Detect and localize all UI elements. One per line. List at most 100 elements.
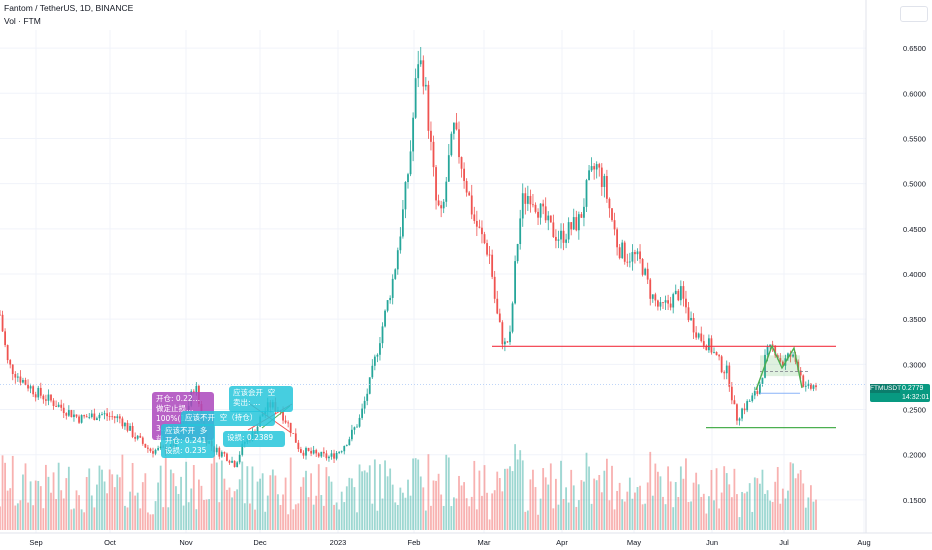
volume-bar xyxy=(521,460,524,530)
volume-bar xyxy=(243,503,246,530)
volume-bar xyxy=(159,465,162,530)
candle-body xyxy=(192,391,195,393)
candle-body xyxy=(24,379,27,385)
candle-body xyxy=(713,352,715,353)
chart-settings-button[interactable] xyxy=(900,6,928,22)
y-tick-label: 0.4000 xyxy=(903,270,926,279)
volume-bar xyxy=(593,478,596,530)
candle-body xyxy=(618,247,621,259)
volume-bar xyxy=(322,505,325,530)
candle-body xyxy=(590,166,593,171)
candle-body xyxy=(445,181,448,202)
candle-body xyxy=(396,250,399,270)
y-tick-label: 0.5500 xyxy=(903,134,926,143)
candle-body xyxy=(628,261,631,263)
volume-bar xyxy=(126,507,129,530)
volume-bar xyxy=(305,470,307,530)
candle-body xyxy=(613,220,616,230)
volume-bar xyxy=(149,514,152,530)
candle-body xyxy=(78,416,80,423)
volume-bar xyxy=(815,499,817,530)
volume-bar xyxy=(45,464,47,530)
volume-bar xyxy=(368,465,371,530)
candle-body xyxy=(501,322,504,345)
volume-bar xyxy=(60,490,63,530)
annotation-note: 应该不开 空（持仓） xyxy=(181,411,275,426)
volume-bar xyxy=(488,519,491,530)
candle-body xyxy=(774,345,777,356)
symbol-legend[interactable]: Fantom / TetherUS, 1D, BINANCE xyxy=(4,3,134,13)
volume-bar xyxy=(769,500,771,530)
candle-body xyxy=(519,218,522,245)
candle-body xyxy=(738,418,741,421)
candle-body xyxy=(67,410,70,416)
candle-body xyxy=(753,391,756,396)
candle-body xyxy=(335,452,338,459)
candle-body xyxy=(300,449,302,453)
volume-bar xyxy=(203,499,205,530)
volume-bar xyxy=(600,492,603,530)
candle-body xyxy=(514,261,516,304)
candle-body xyxy=(14,374,17,378)
volume-bar xyxy=(409,495,412,530)
volume-legend[interactable]: Vol · FTM xyxy=(4,16,41,26)
candle-body xyxy=(131,425,134,437)
volume-bar xyxy=(11,455,14,530)
volume-bar xyxy=(34,480,37,530)
volume-bar xyxy=(741,491,743,530)
candle-body xyxy=(468,192,471,196)
y-tick-label: 0.2500 xyxy=(903,406,926,415)
candle-body xyxy=(141,437,144,444)
candle-body xyxy=(506,341,509,343)
volume-bar xyxy=(366,472,369,530)
candle-body xyxy=(657,300,659,307)
candle-body xyxy=(4,331,6,346)
candle-body xyxy=(330,453,333,457)
volume-bar xyxy=(649,451,652,530)
volume-bar xyxy=(187,502,190,530)
volume-bar xyxy=(628,477,631,530)
candle-body xyxy=(414,78,417,118)
candle-body xyxy=(226,453,228,461)
volume-bar xyxy=(70,509,73,530)
candle-body xyxy=(511,303,514,332)
volume-bar xyxy=(759,483,761,530)
candle-body xyxy=(562,230,565,243)
candle-body xyxy=(504,341,506,345)
volume-bar xyxy=(22,474,24,530)
candle-body xyxy=(52,400,55,406)
volume-bar xyxy=(595,480,598,530)
volume-bar xyxy=(491,493,494,530)
volume-bar xyxy=(812,501,815,530)
volume-bar xyxy=(231,497,233,530)
volume-bar xyxy=(177,493,180,530)
volume-bar xyxy=(328,476,330,530)
volume-bar xyxy=(88,468,91,530)
volume-bar xyxy=(226,489,228,530)
volume-bar xyxy=(345,486,348,530)
volume-bar xyxy=(753,477,756,530)
annotation-note: 应该会开 空 卖出: … xyxy=(229,386,293,412)
volume-bar xyxy=(294,504,297,530)
volume-bar xyxy=(310,473,312,530)
volume-bar xyxy=(697,484,700,530)
candle-body xyxy=(475,220,478,227)
candle-body xyxy=(751,395,754,401)
candle-body xyxy=(129,425,131,431)
candle-body xyxy=(611,208,613,221)
candle-body xyxy=(710,338,713,353)
volume-bar xyxy=(776,467,779,530)
candle-body xyxy=(139,435,142,438)
volume-bar xyxy=(269,475,272,530)
candle-body xyxy=(437,200,440,206)
volume-bar xyxy=(506,468,509,530)
candle-body xyxy=(22,379,24,383)
candle-body xyxy=(45,399,47,401)
y-tick-label: 0.6000 xyxy=(903,89,926,98)
candle-body xyxy=(419,60,422,65)
candle-body xyxy=(368,377,371,394)
volume-bar xyxy=(634,492,636,530)
candle-body xyxy=(588,170,590,181)
candle-body xyxy=(542,203,545,207)
